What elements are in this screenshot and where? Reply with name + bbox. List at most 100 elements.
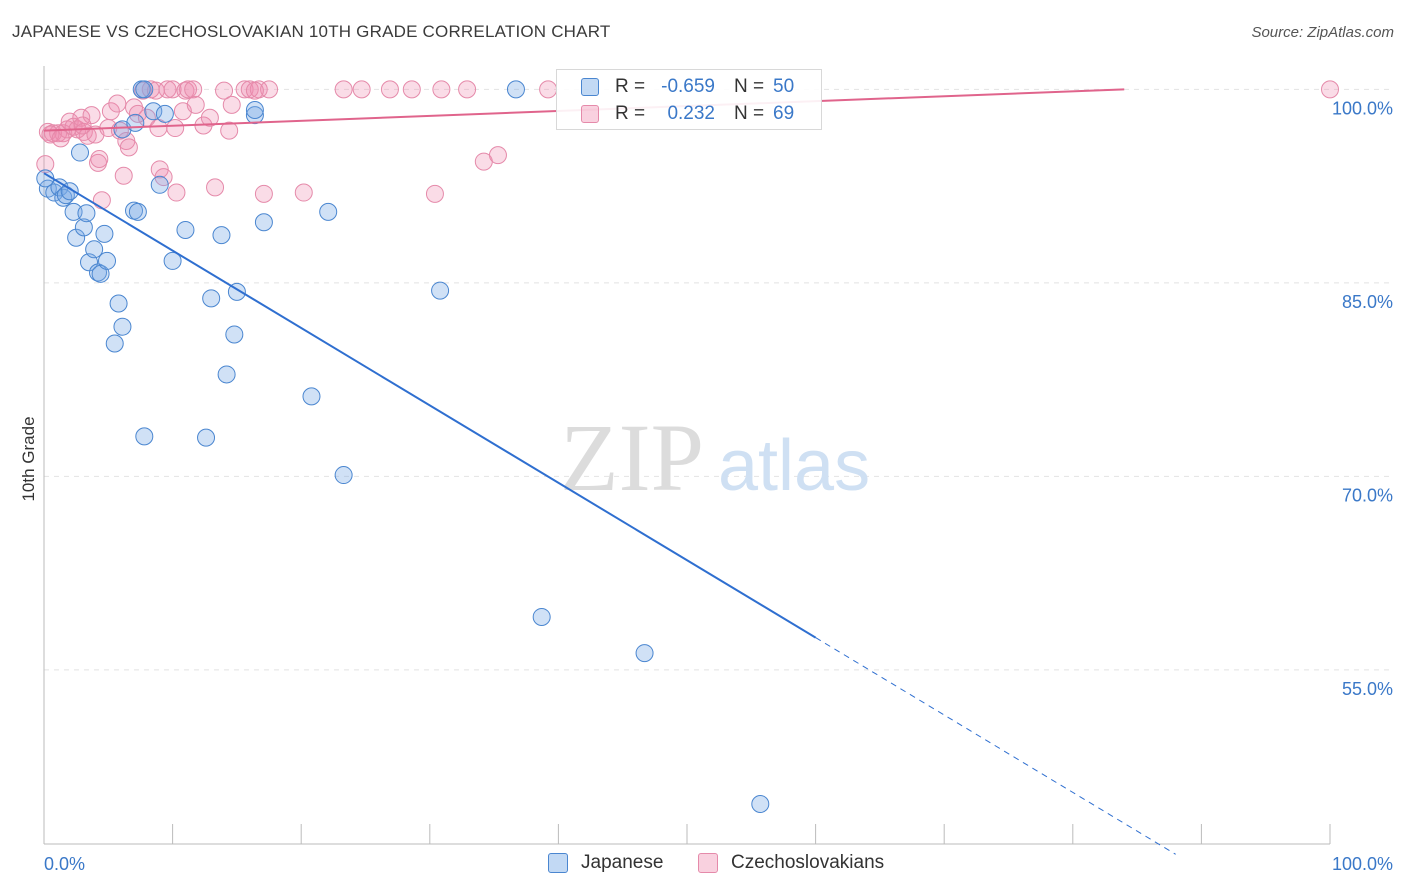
- czech-point: [82, 106, 101, 125]
- japanese-point: [71, 143, 90, 162]
- japanese-point: [197, 428, 216, 447]
- japanese-trend-line: [43, 172, 817, 639]
- r-value: -0.659: [661, 76, 715, 97]
- japanese-point: [54, 188, 73, 207]
- czech-point: [206, 178, 225, 197]
- japanese-point: [245, 100, 264, 119]
- y-axis-label: 10th Grade: [19, 416, 38, 501]
- japanese-swatch: [581, 78, 599, 96]
- legend-label-czech: Czechoslovakians: [731, 852, 885, 873]
- japanese-point: [202, 289, 221, 308]
- n-label: N =: [734, 103, 765, 124]
- japanese-point: [126, 113, 145, 132]
- japanese-point: [302, 387, 321, 406]
- czech-point: [222, 95, 241, 114]
- czech-point: [73, 116, 92, 135]
- czech-point: [402, 80, 421, 99]
- czech-swatch: [581, 105, 599, 123]
- watermark-atlas: atlas: [718, 426, 870, 506]
- gridlines: [44, 88, 1393, 671]
- japanese-point: [98, 251, 117, 270]
- source-label: Source: ZipAtlas.com: [1251, 24, 1394, 41]
- stats-row-japanese: R = -0.659 N = 50: [557, 72, 821, 102]
- r-value: 0.232: [667, 103, 715, 124]
- x-tick-label-max: 100.0%: [1332, 854, 1393, 874]
- czech-point: [260, 80, 279, 99]
- japanese-point: [45, 183, 64, 202]
- czech-point: [432, 80, 451, 99]
- japanese-point: [506, 80, 525, 99]
- czech-point: [539, 80, 558, 99]
- czech-point: [101, 102, 120, 121]
- czech-point: [114, 166, 133, 185]
- japanese-point: [105, 334, 124, 353]
- japanese-point: [254, 213, 273, 232]
- czech-point: [119, 138, 138, 157]
- r-label: R =: [615, 103, 646, 124]
- legend-label-japanese: Japanese: [581, 852, 664, 873]
- japanese-point: [64, 202, 83, 221]
- y-tick-label: 55.0%: [1342, 679, 1393, 699]
- axes: [43, 66, 1331, 845]
- czech-legend-swatch: [698, 853, 718, 873]
- czech-point: [220, 121, 239, 140]
- czech-point: [166, 119, 185, 138]
- japanese-point: [635, 644, 654, 663]
- japanese-point: [85, 240, 104, 259]
- n-value: 50: [773, 76, 795, 97]
- japanese-point: [245, 106, 264, 125]
- czech-point: [1321, 80, 1339, 99]
- japanese-point: [212, 226, 231, 245]
- japanese-points: [36, 80, 770, 814]
- czech-point: [92, 191, 111, 210]
- r-label: R =: [615, 76, 646, 97]
- czech-point: [352, 80, 371, 99]
- japanese-point: [109, 294, 128, 313]
- czech-point: [458, 80, 477, 99]
- czech-point: [90, 150, 109, 169]
- japanese-point: [751, 795, 770, 814]
- n-value: 69: [773, 103, 795, 124]
- stats-legend: R = -0.659 N = 50 R = 0.232 N = 69: [556, 69, 822, 130]
- n-label: N =: [734, 76, 765, 97]
- czech-point: [108, 94, 127, 113]
- japanese-point: [225, 325, 244, 344]
- czech-point: [78, 126, 97, 145]
- chart-title: JAPANESE VS CZECHOSLOVAKIAN 10TH GRADE C…: [12, 22, 611, 41]
- czech-point: [425, 184, 444, 203]
- czech-point: [51, 129, 70, 148]
- czech-point: [179, 80, 198, 99]
- japanese-point: [217, 365, 236, 384]
- japanese-point: [150, 175, 169, 194]
- watermark-zip: ZIP: [560, 404, 704, 511]
- y-tick-labels: 55.0% 70.0% 85.0% 100.0%: [1332, 98, 1393, 699]
- japanese-point: [176, 220, 195, 239]
- japanese-trend-extension: [815, 637, 1176, 855]
- czech-points: [36, 80, 1339, 210]
- japanese-point: [67, 228, 86, 247]
- japanese-point: [74, 218, 93, 237]
- czech-point: [158, 80, 177, 99]
- y-tick-label: 85.0%: [1342, 292, 1393, 312]
- japanese-point: [135, 80, 154, 99]
- czech-point: [200, 108, 219, 127]
- japanese-point: [95, 224, 114, 243]
- czech-point: [167, 183, 186, 202]
- japanese-point: [155, 104, 174, 123]
- japanese-point: [77, 204, 96, 223]
- x-tick-label-min: 0.0%: [44, 854, 85, 874]
- czech-point: [254, 184, 273, 203]
- stats-row-czech: R = 0.232 N = 69: [557, 99, 821, 129]
- japanese-point: [431, 281, 450, 300]
- y-tick-label: 70.0%: [1342, 485, 1393, 505]
- japanese-point: [334, 466, 353, 485]
- czech-point: [334, 80, 353, 99]
- czech-point: [134, 81, 153, 100]
- japanese-point: [113, 317, 132, 336]
- czech-point: [163, 80, 182, 99]
- czech-point: [186, 95, 205, 114]
- japanese-point: [163, 251, 182, 270]
- japanese-point: [144, 102, 163, 121]
- japanese-point: [319, 202, 338, 221]
